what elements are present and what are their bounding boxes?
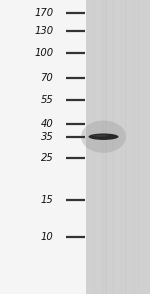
Bar [121, 0, 122, 294]
Text: 10: 10 [40, 232, 53, 242]
Ellipse shape [93, 135, 108, 137]
Text: 170: 170 [34, 8, 53, 18]
Bar [112, 0, 114, 294]
Ellipse shape [88, 133, 119, 140]
Text: 55: 55 [40, 95, 53, 105]
Bar [102, 0, 104, 294]
Bar [107, 0, 108, 294]
Bar [105, 0, 107, 294]
Bar [0, 0, 86, 294]
Bar [125, 0, 126, 294]
Text: 15: 15 [40, 195, 53, 205]
Text: 100: 100 [34, 48, 53, 58]
Bar [94, 0, 95, 294]
Bar [86, 0, 150, 294]
Text: 25: 25 [40, 153, 53, 163]
Text: 130: 130 [34, 26, 53, 36]
Text: 35: 35 [40, 132, 53, 142]
Bar [110, 0, 111, 294]
Text: 40: 40 [40, 119, 53, 129]
Ellipse shape [81, 121, 126, 153]
Bar [105, 0, 107, 294]
Bar [133, 0, 135, 294]
Bar [138, 0, 139, 294]
Text: 70: 70 [40, 73, 53, 83]
Bar [111, 0, 113, 294]
